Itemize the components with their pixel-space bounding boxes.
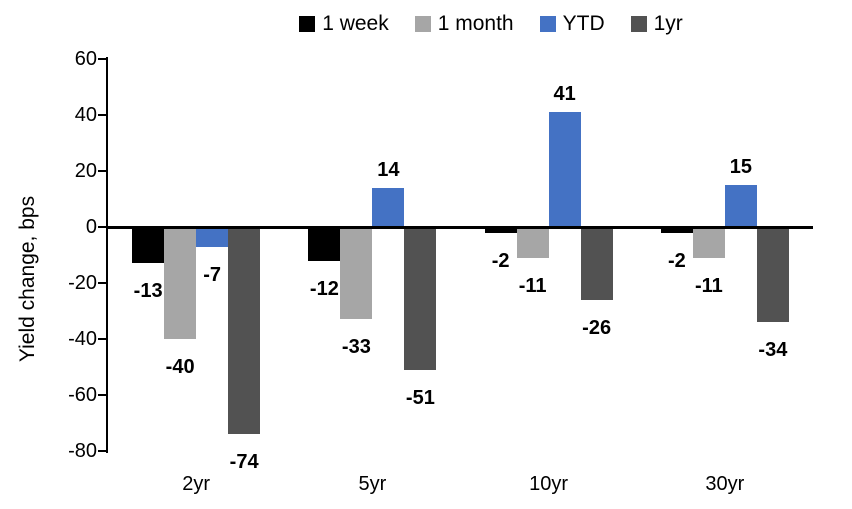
bar-1-month-2yr [164, 227, 197, 339]
legend-item-1-month: 1 month [414, 12, 514, 35]
legend-swatch-1-month-icon [414, 15, 431, 32]
value-label-1yr-2yr: -74 [229, 451, 259, 474]
bar-1-month-5yr [340, 227, 373, 320]
legend-item-ytd: YTD [539, 12, 605, 35]
y-axis-tick [98, 450, 106, 452]
value-label-1yr-5yr: -51 [405, 386, 435, 409]
y-tick-label: 40 [74, 104, 97, 126]
y-tick-label: 0 [85, 216, 97, 238]
bar-1-month-10yr [516, 227, 549, 258]
y-axis-tick [98, 282, 106, 284]
y-axis-tick [98, 226, 106, 228]
value-label-1-week-30yr: -2 [667, 249, 686, 272]
bar-ytd-2yr [196, 227, 229, 247]
y-tick-label: 20 [74, 160, 97, 182]
y-tick-label: -80 [68, 440, 97, 462]
y-tick-label: -20 [68, 272, 97, 294]
bar-ytd-5yr [372, 187, 405, 227]
value-label-ytd-30yr: 15 [729, 156, 752, 178]
value-label-1yr-10yr: -26 [582, 316, 612, 339]
chart-legend: 1 week 1 month YTD 1yr [130, 13, 852, 34]
y-tick-label: -60 [68, 384, 97, 406]
value-label-1-week-5yr: -12 [309, 277, 339, 300]
bar-1yr-5yr [404, 227, 437, 370]
value-label-1-week-10yr: -2 [491, 249, 510, 272]
legend-swatch-ytd-icon [539, 15, 556, 32]
x-category-label: 30yr [705, 473, 745, 495]
bar-1yr-2yr [228, 227, 261, 435]
legend-label-1-month: 1 month [437, 12, 514, 35]
value-label-1-month-10yr: -11 [518, 274, 547, 297]
legend-item-1yr: 1yr [630, 12, 683, 35]
bar-1-month-30yr [692, 227, 725, 258]
value-label-1yr-30yr: -34 [758, 339, 788, 362]
bar-1-week-5yr [308, 227, 341, 261]
y-axis-tick [98, 114, 106, 116]
value-label-1-month-30yr: -11 [694, 274, 723, 297]
bar-1-week-30yr [660, 227, 693, 233]
value-label-ytd-2yr: -7 [203, 263, 222, 286]
legend-label-ytd: YTD [562, 12, 605, 35]
y-tick-label: 60 [74, 48, 97, 70]
legend-label-1yr: 1yr [653, 12, 683, 35]
legend-swatch-1-week-icon [299, 15, 316, 32]
value-label-ytd-10yr: 41 [553, 83, 576, 106]
bar-ytd-30yr [724, 185, 757, 227]
value-label-ytd-5yr: 14 [377, 158, 400, 181]
y-axis-tick [98, 170, 106, 172]
zero-line [108, 225, 813, 229]
value-label-1-month-5yr: -33 [341, 336, 371, 359]
bar-1yr-30yr [756, 227, 789, 323]
x-category-label: 10yr [529, 473, 569, 495]
value-label-1-month-2yr: -40 [165, 356, 195, 378]
bar-1-week-2yr [132, 227, 165, 264]
legend-swatch-1yr-icon [630, 15, 647, 32]
value-label-1-week-2yr: -13 [133, 280, 163, 303]
legend-item-1-week: 1 week [299, 13, 389, 34]
x-category-label: 2yr [182, 473, 211, 495]
y-axis-tick [98, 338, 106, 340]
y-axis-tick [98, 394, 106, 396]
y-tick-label: -40 [68, 328, 97, 350]
y-axis-line [106, 57, 108, 453]
bar-1yr-10yr [580, 227, 613, 300]
legend-label-1-week: 1 week [322, 12, 389, 35]
x-category-label: 5yr [358, 473, 387, 495]
bar-1-week-10yr [484, 227, 517, 233]
y-axis-tick [98, 58, 106, 60]
bar-ytd-10yr [548, 112, 581, 227]
